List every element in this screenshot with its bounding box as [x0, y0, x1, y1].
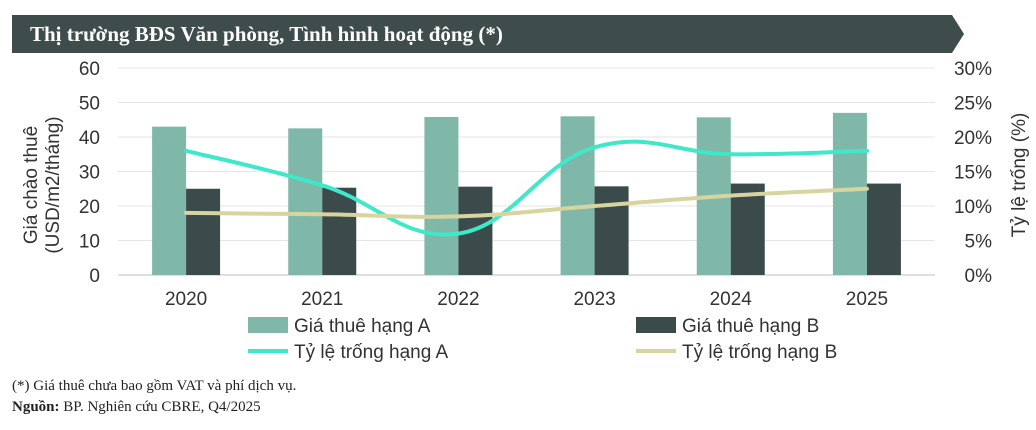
left-tick-0: 0: [89, 266, 100, 287]
x-tick-2021: 2021: [301, 289, 343, 310]
left-axis-title-2: (USD/m2/tháng): [43, 116, 64, 253]
lines-group: [184, 139, 869, 237]
bar-grade-b-2025: [866, 183, 901, 275]
legend-label-grade-b-rent: Giá thuê hạng B: [682, 316, 819, 337]
right-tick-6: 30%: [954, 59, 992, 80]
gridlines: [118, 67, 935, 276]
banner-shape: [12, 15, 964, 53]
x-tick-2025: 2025: [846, 289, 888, 310]
left-axis-ticks: 0 10 20 30 40 50 60: [79, 59, 100, 287]
right-tick-2: 10%: [954, 197, 992, 218]
source-label: Nguồn:: [12, 399, 60, 415]
right-tick-1: 5%: [965, 232, 993, 253]
bar-grade-b-2024: [730, 183, 765, 275]
left-tick-20: 20: [79, 197, 100, 218]
bar-grade-a-2025: [832, 112, 867, 275]
x-tick-2024: 2024: [710, 289, 753, 310]
legend: Giá thuê hạng A Giá thuê hạng B Tỷ lệ tr…: [248, 316, 837, 363]
bar-grade-a-2021: [288, 128, 323, 275]
left-axis-title: Giá chào thuê: [21, 126, 42, 244]
left-tick-50: 50: [79, 94, 100, 115]
right-axis-ticks: 0% 5% 10% 15% 20% 25% 30%: [954, 59, 992, 287]
bars-group: [152, 112, 901, 276]
right-tick-5: 25%: [954, 94, 992, 115]
x-tick-2023: 2023: [573, 289, 615, 310]
right-tick-3: 15%: [954, 163, 992, 184]
x-axis-ticks: 2020 2021 2022 2023 2024 2025: [165, 289, 888, 310]
chart-title: Thị trường BĐS Văn phòng, Tình hình hoạt…: [30, 22, 503, 46]
bar-grade-b-2021: [322, 187, 357, 275]
bar-grade-a-2020: [152, 126, 187, 276]
left-axis-title-line1: Giá chào thuê: [21, 126, 42, 244]
legend-label-grade-a-vacancy: Tỷ lệ trống hạng A: [294, 342, 449, 363]
source-text: BP. Nghiên cứu CBRE, Q4/2025: [59, 399, 261, 415]
legend-swatch-grade-b-rent: [636, 317, 676, 333]
x-tick-2020: 2020: [165, 289, 207, 310]
legend-label-grade-a-rent: Giá thuê hạng A: [294, 316, 431, 337]
title-banner: Thị trường BĐS Văn phòng, Tình hình hoạt…: [12, 15, 964, 53]
bar-grade-a-2023: [560, 116, 595, 275]
right-tick-4: 20%: [954, 128, 992, 149]
source-line: Nguồn: BP. Nghiên cứu CBRE, Q4/2025: [12, 399, 261, 416]
left-tick-10: 10: [79, 232, 100, 253]
line-vacancy-grade-b: [184, 186, 869, 219]
footnote: (*) Giá thuê chưa bao gồm VAT và phí dịc…: [12, 378, 297, 394]
x-tick-2022: 2022: [437, 289, 479, 310]
bar-grade-b-2023: [594, 186, 629, 275]
right-axis-title: Tỷ lệ trống (%): [1009, 113, 1030, 238]
legend-swatch-grade-a-rent: [248, 317, 288, 333]
left-axis-title-line2: (USD/m2/tháng): [43, 116, 64, 253]
line-vacancy-grade-a: [184, 139, 869, 237]
left-tick-60: 60: [79, 59, 100, 80]
left-tick-30: 30: [79, 163, 100, 184]
bar-grade-b-2020: [186, 188, 221, 275]
legend-label-grade-b-vacancy: Tỷ lệ trống hạng B: [682, 342, 837, 363]
bar-grade-a-2022: [424, 116, 459, 276]
left-tick-40: 40: [79, 128, 100, 149]
right-tick-0: 0%: [965, 266, 993, 287]
